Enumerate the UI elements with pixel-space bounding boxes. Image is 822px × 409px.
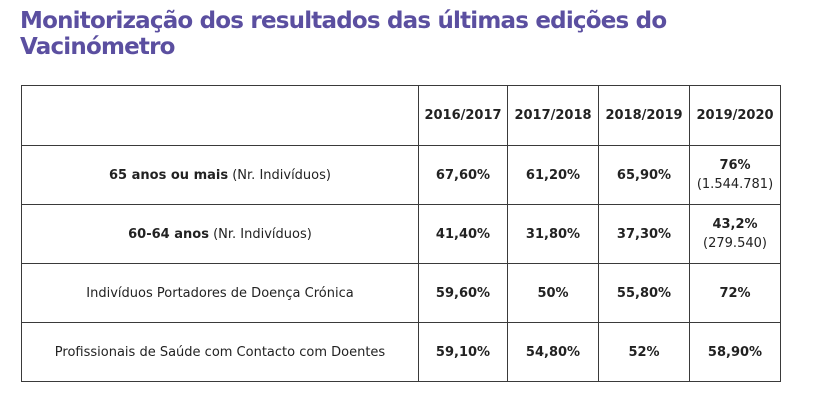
table-header-row: 2016/2017 2017/2018 2018/2019 2019/2020 bbox=[21, 85, 781, 146]
row-label: 60-64 anos (Nr. Indivíduos) bbox=[21, 204, 419, 264]
value-count: (1.544.781) bbox=[696, 177, 774, 192]
value-count: (279.540) bbox=[703, 236, 767, 251]
value-cell: 54,80% bbox=[507, 322, 599, 382]
row-label-bold: 65 anos ou mais bbox=[109, 167, 229, 183]
row-label: Profissionais de Saúde com Contacto com … bbox=[21, 322, 419, 382]
value-main: 43,2% bbox=[712, 217, 758, 232]
value-cell: 61,20% bbox=[507, 145, 599, 205]
value-cell: 37,30% bbox=[598, 204, 690, 264]
value-cell: 31,80% bbox=[507, 204, 599, 264]
value-cell-2019-2020: 43,2% (279.540) bbox=[689, 204, 781, 264]
value-cell: 41,40% bbox=[418, 204, 508, 264]
header-2017-2018: 2017/2018 bbox=[507, 85, 599, 146]
table-row: Indivíduos Portadores de Doença Crónica … bbox=[21, 263, 781, 323]
header-2019-2020: 2019/2020 bbox=[689, 85, 781, 146]
value-main: 76% bbox=[719, 158, 751, 173]
page-title: Monitorização dos resultados das últimas… bbox=[20, 8, 667, 60]
table-row: 60-64 anos (Nr. Indivíduos) 41,40% 31,80… bbox=[21, 204, 781, 264]
table-row: Profissionais de Saúde com Contacto com … bbox=[21, 322, 781, 382]
row-label: Indivíduos Portadores de Doença Crónica bbox=[21, 263, 419, 323]
value-cell-2019-2020: 76% (1.544.781) bbox=[689, 145, 781, 205]
value-cell: 72% bbox=[689, 263, 781, 323]
value-cell: 59,60% bbox=[418, 263, 508, 323]
results-table: 2016/2017 2017/2018 2018/2019 2019/2020 … bbox=[21, 85, 781, 382]
header-empty-cell bbox=[21, 85, 419, 146]
value-cell: 65,90% bbox=[598, 145, 690, 205]
value-cell: 52% bbox=[598, 322, 690, 382]
header-2016-2017: 2016/2017 bbox=[418, 85, 508, 146]
value-cell: 59,10% bbox=[418, 322, 508, 382]
value-cell: 67,60% bbox=[418, 145, 508, 205]
row-label: 65 anos ou mais (Nr. Indivíduos) bbox=[21, 145, 419, 205]
row-label-bold: 60-64 anos bbox=[128, 226, 209, 242]
value-cell: 50% bbox=[507, 263, 599, 323]
header-2018-2019: 2018/2019 bbox=[598, 85, 690, 146]
value-cell: 58,90% bbox=[689, 322, 781, 382]
table-row: 65 anos ou mais (Nr. Indivíduos) 67,60% … bbox=[21, 145, 781, 205]
value-cell: 55,80% bbox=[598, 263, 690, 323]
row-label-rest: (Nr. Indivíduos) bbox=[208, 226, 312, 242]
row-label-rest: (Nr. Indivíduos) bbox=[228, 167, 331, 183]
